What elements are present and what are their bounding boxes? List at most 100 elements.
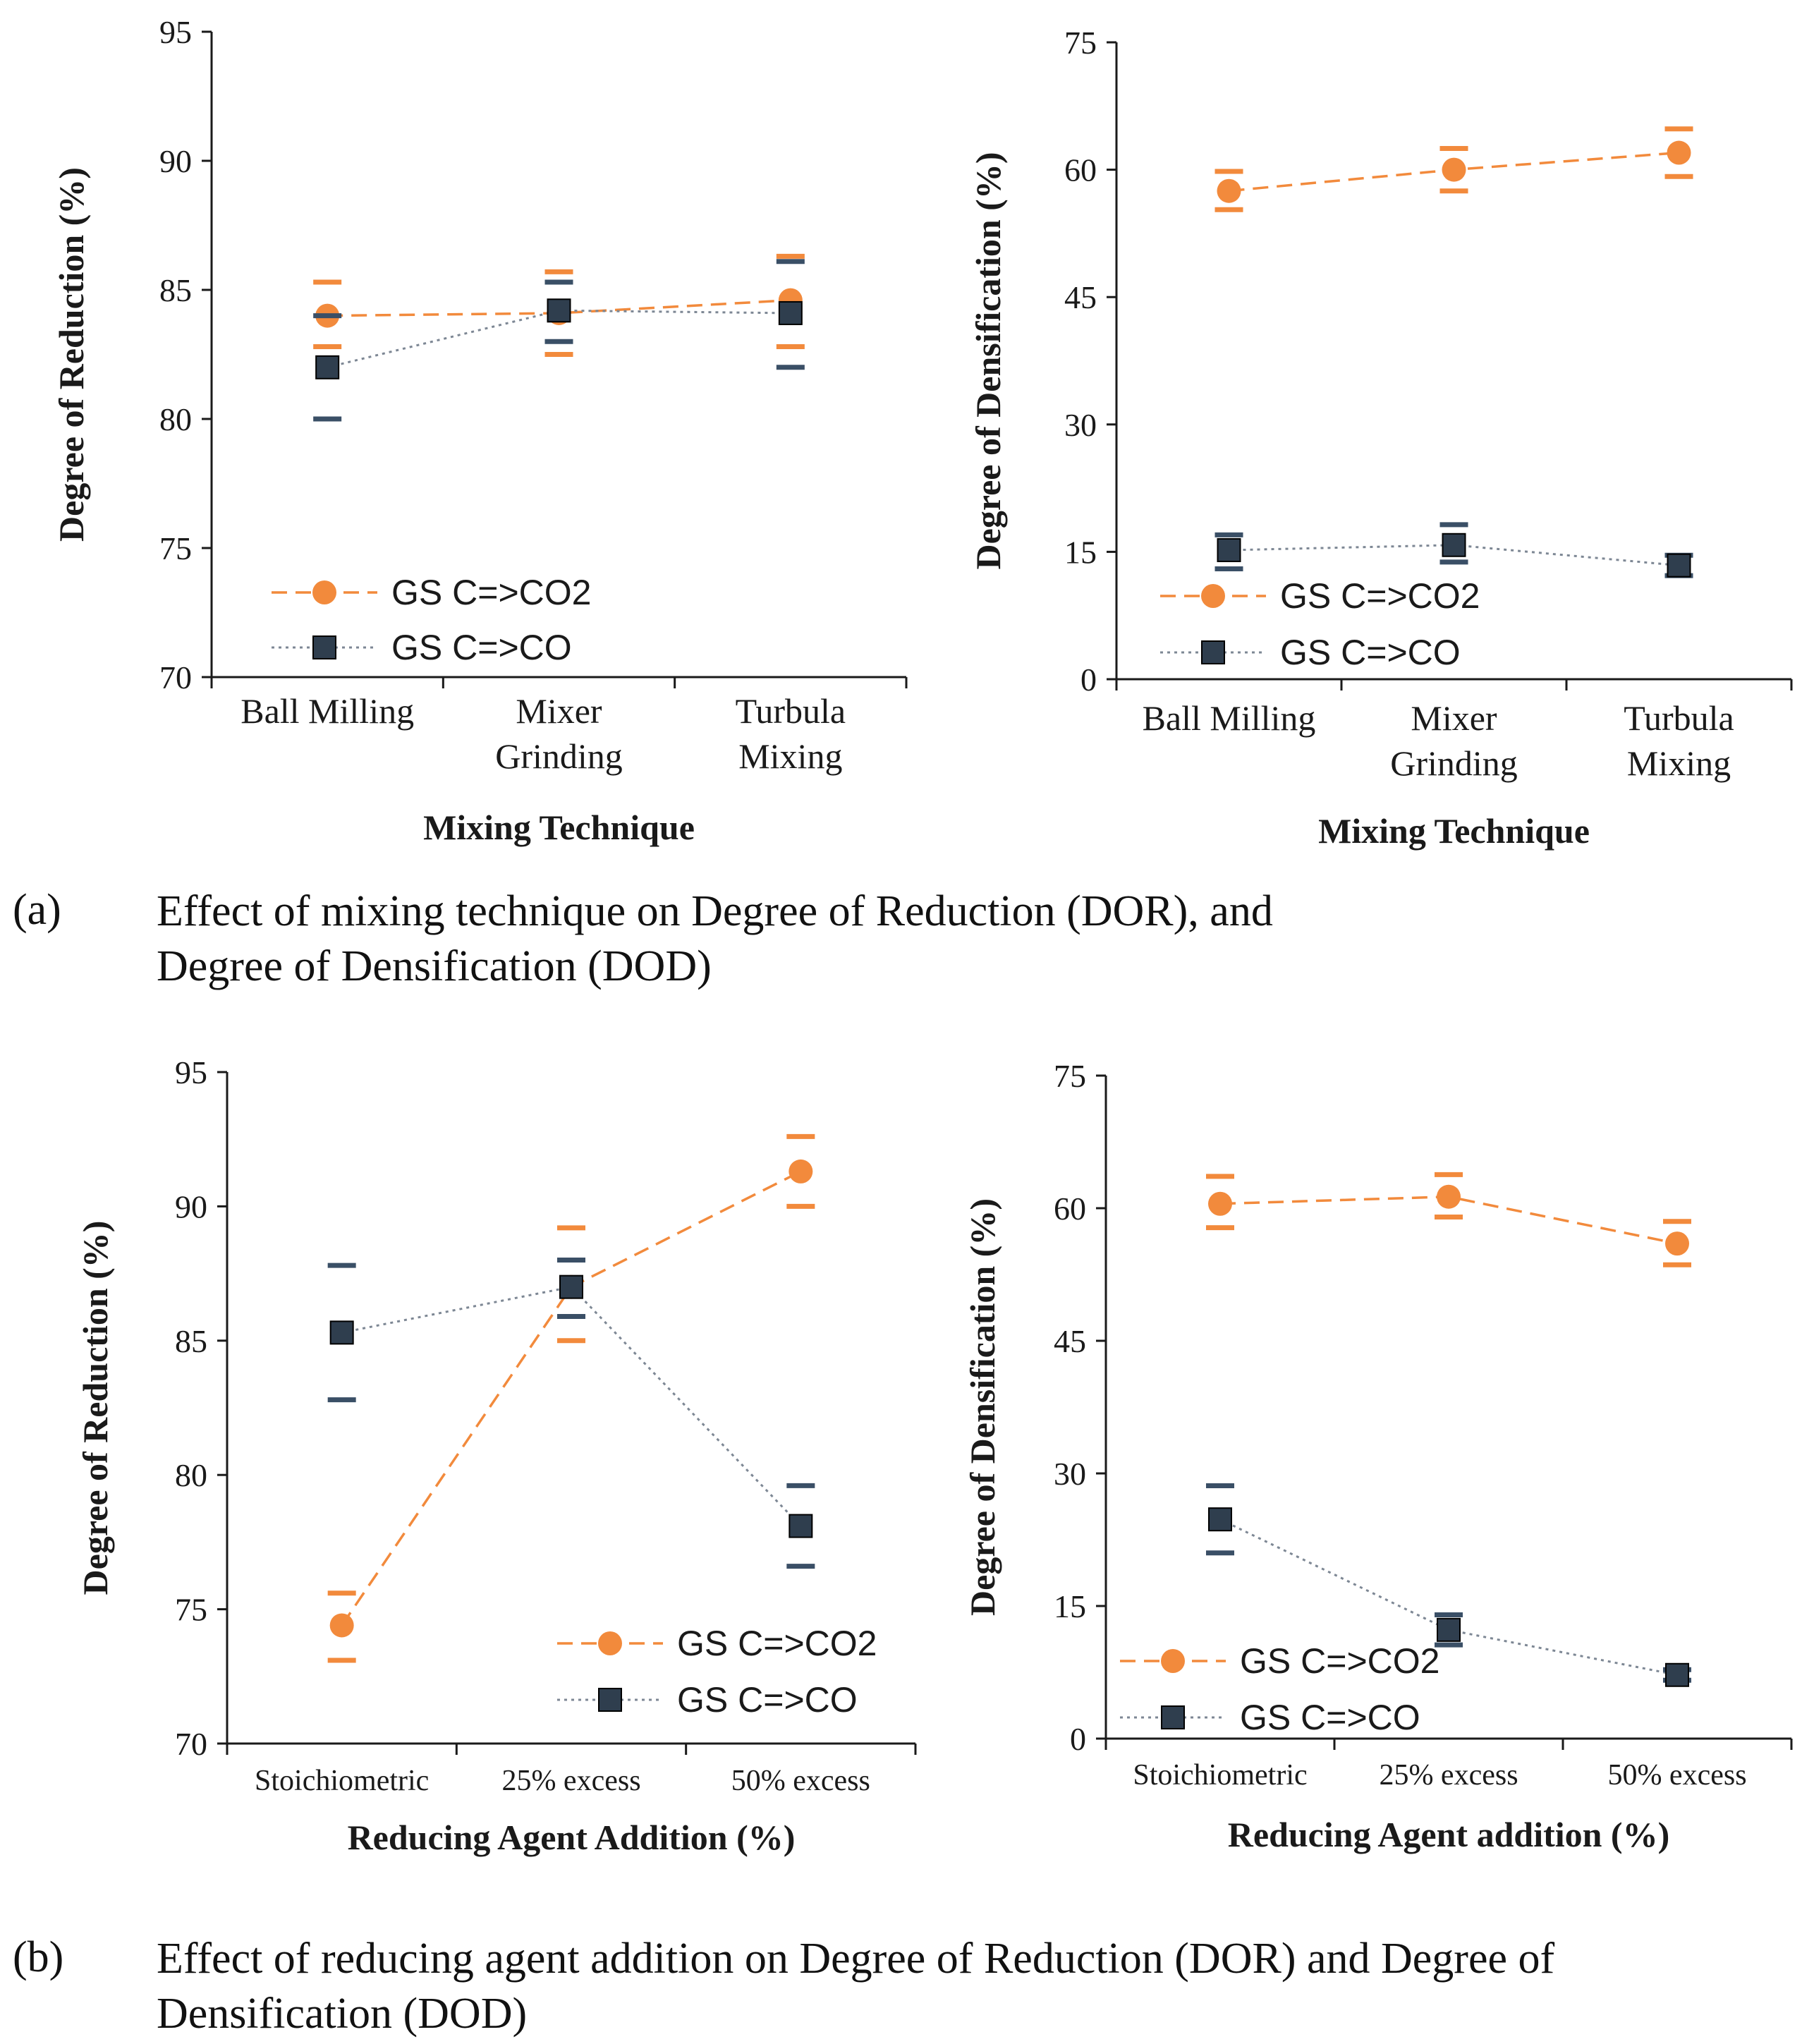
x-category-label: 50% excess	[731, 1765, 870, 1797]
x-category-label: Turbula	[1624, 698, 1734, 738]
legend-marker-co	[1161, 1705, 1185, 1729]
x-category-label: Stoichiometric	[255, 1765, 429, 1797]
series-co	[1214, 522, 1693, 578]
x-category-label: Turbula	[736, 691, 846, 731]
legend-label-co2: GS C=>CO2	[677, 1624, 877, 1663]
y-tick-label: 85	[175, 1323, 207, 1359]
x-category-label: Stoichiometric	[1133, 1759, 1307, 1791]
y-tick-label: 70	[175, 1726, 207, 1762]
data-point-co	[315, 355, 340, 379]
x-category-label: Mixer	[516, 691, 602, 731]
legend-marker-co2	[1161, 1649, 1185, 1673]
series-line-co	[327, 309, 791, 369]
y-tick-label: 95	[159, 14, 192, 50]
chart-b-dod: 0 15 30 45 60 75 Stoichiometric 25% excess 50% e…	[963, 1058, 1793, 1854]
caption-b-line2: Densification (DOD)	[157, 1990, 528, 2038]
y-tick-label: 75	[1064, 25, 1097, 61]
y-tick-label: 80	[175, 1457, 207, 1493]
y-tick-label: 75	[175, 1592, 207, 1628]
caption-b-tag: (b)	[13, 1933, 64, 1981]
legend-label-co: GS C=>CO	[1240, 1698, 1420, 1737]
data-point-co2	[329, 1613, 354, 1638]
x-category-label: Grinding	[1390, 743, 1518, 783]
legend-label-co2: GS C=>CO2	[391, 573, 591, 612]
legend-label-co: GS C=>CO	[1280, 633, 1461, 672]
y-tick-label: 45	[1064, 279, 1097, 315]
data-point-co	[789, 1514, 813, 1538]
legend-marker-co	[312, 635, 336, 659]
x-axis-title: Reducing Agent addition (%)	[1228, 1815, 1669, 1854]
series-line-co	[341, 1286, 802, 1527]
caption-a-tag: (a)	[13, 886, 61, 934]
y-tick-label: 90	[159, 143, 192, 179]
y-tick-label: 15	[1054, 1588, 1086, 1624]
y-tick-label: 15	[1064, 534, 1097, 570]
data-point-co	[1665, 1662, 1689, 1687]
caption-b-line1: Effect of reducing agent addition on Deg…	[157, 1935, 1555, 1983]
series-co	[327, 1258, 815, 1569]
x-category-label: 50% excess	[1607, 1759, 1746, 1791]
chart-a-dor: 70 75 80 85 90 95 Ball Milling Mixer Grinding Tur…	[51, 14, 908, 847]
y-tick-label: 85	[159, 272, 192, 308]
y-tick-label: 0	[1070, 1721, 1086, 1757]
data-point-co	[1217, 537, 1241, 562]
series-co	[1206, 1483, 1691, 1687]
y-tick-label: 30	[1054, 1456, 1086, 1492]
series-co2	[1214, 126, 1693, 212]
chart-b-dor: 70 75 80 85 90 95 Stoichiometric 25% excess 50% …	[75, 1054, 917, 1857]
x-category-label: Mixing	[738, 736, 842, 776]
y-tick-label: 80	[159, 401, 192, 437]
y-axis-title: Degree of Densification (%)	[963, 1198, 1002, 1616]
data-point-co	[778, 300, 803, 325]
y-tick-label: 75	[159, 530, 192, 566]
y-tick-label: 75	[1054, 1058, 1086, 1094]
caption-a-line2: Degree of Densification (DOD)	[157, 942, 712, 990]
legend: GS C=>CO2 GS C=>CO	[1120, 1641, 1439, 1737]
series-co2	[327, 1133, 815, 1663]
data-point-co2	[1667, 140, 1691, 165]
series-line-co	[1229, 544, 1679, 567]
legend: GS C=>CO2 GS C=>CO	[272, 573, 591, 667]
y-tick-label: 45	[1054, 1323, 1086, 1359]
x-axis-title: Mixing Technique	[1318, 811, 1590, 851]
y-tick-label: 30	[1064, 407, 1097, 443]
series-co2	[1206, 1172, 1691, 1267]
y-tick-label: 0	[1080, 662, 1097, 698]
legend-label-co: GS C=>CO	[677, 1680, 858, 1720]
caption-a-line1: Effect of mixing technique on Degree of …	[157, 887, 1273, 935]
y-axis-title: Degree of Reduction (%)	[51, 167, 91, 542]
x-category-label: Mixer	[1411, 698, 1497, 738]
data-point-co2	[1437, 1184, 1461, 1209]
y-axis-title: Degree of Reduction (%)	[75, 1221, 115, 1595]
series-line-co2	[327, 298, 791, 317]
y-tick-label: 70	[159, 659, 192, 695]
data-point-co2	[789, 1159, 813, 1184]
y-tick-label: 60	[1054, 1191, 1086, 1227]
data-point-co	[329, 1320, 354, 1345]
legend-marker-co	[598, 1688, 622, 1712]
legend-marker-co2	[1201, 584, 1225, 608]
legend-marker-co2	[598, 1631, 622, 1655]
data-point-co	[1667, 553, 1691, 578]
y-tick-label: 90	[175, 1188, 207, 1224]
legend-label-co2: GS C=>CO2	[1240, 1641, 1439, 1681]
legend: GS C=>CO2 GS C=>CO	[557, 1624, 877, 1720]
legend-label-co: GS C=>CO	[391, 628, 572, 667]
x-axis-title: Reducing Agent Addition (%)	[348, 1818, 796, 1857]
data-point-co2	[1217, 178, 1241, 203]
data-point-co	[559, 1275, 583, 1299]
x-category-label: 25% excess	[1379, 1759, 1518, 1791]
x-category-label: 25% excess	[501, 1765, 640, 1797]
series-line-co2	[341, 1170, 802, 1626]
x-category-label: Ball Milling	[1143, 698, 1316, 738]
legend-label-co2: GS C=>CO2	[1280, 576, 1480, 616]
data-point-co2	[1442, 157, 1466, 182]
series-line-co	[1219, 1518, 1678, 1677]
data-point-co	[547, 298, 571, 323]
data-point-co2	[1208, 1191, 1232, 1216]
x-category-label: Mixing	[1627, 743, 1731, 783]
x-axis-title: Mixing Technique	[423, 808, 695, 847]
legend-marker-co	[1201, 640, 1225, 664]
y-tick-label: 95	[175, 1054, 207, 1090]
